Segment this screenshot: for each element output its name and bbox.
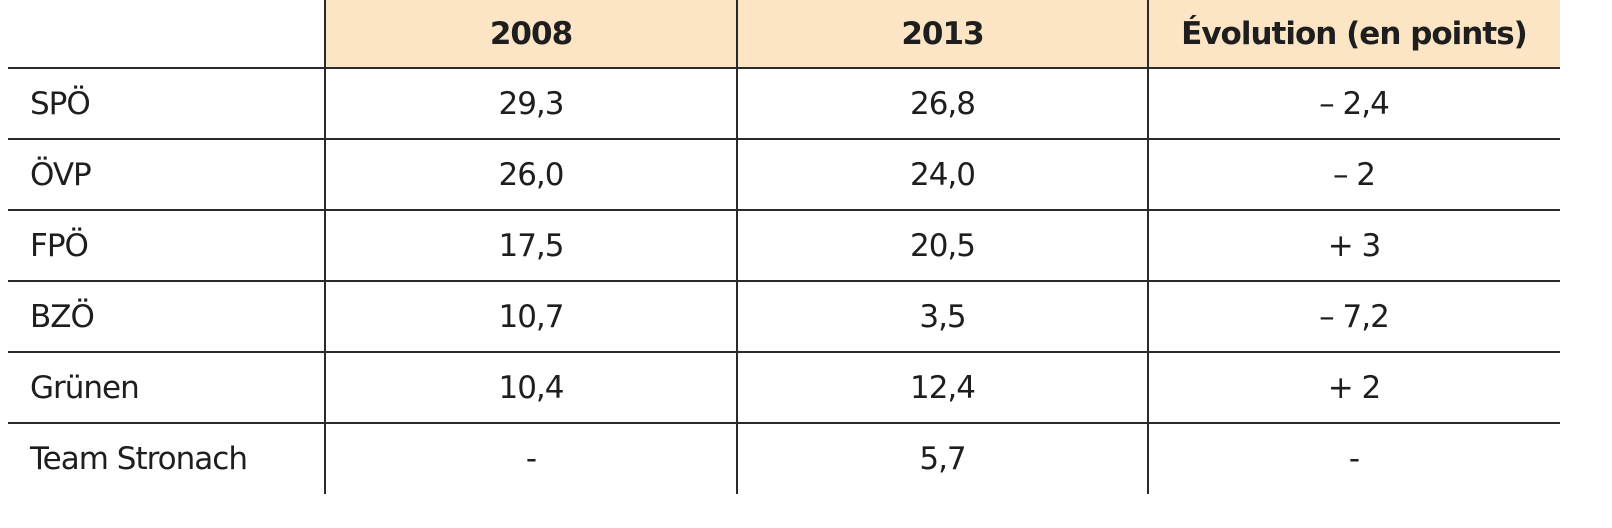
table-cell: – 7,2	[1319, 298, 1390, 335]
row-label: SPÖ	[30, 85, 91, 122]
column-header: 2013	[737, 0, 1148, 68]
row-label: Team Stronach	[30, 440, 248, 477]
table-cell: 20,5	[909, 227, 976, 264]
table-cell: 24,0	[909, 156, 976, 193]
table-cell: 12,4	[909, 369, 976, 406]
table-cell: – 2,4	[1319, 85, 1390, 122]
row-divider	[8, 209, 1560, 211]
table-cell: + 3	[1327, 227, 1382, 264]
column-header: 2008	[325, 0, 737, 68]
row-divider	[8, 351, 1560, 353]
row-label: ÖVP	[30, 156, 92, 193]
row-label: BZÖ	[30, 298, 95, 335]
row-divider	[8, 280, 1560, 282]
table-cell: 29,3	[498, 85, 564, 122]
table-cell: + 2	[1327, 369, 1382, 406]
row-label: FPÖ	[30, 227, 89, 264]
table-cell: -	[1348, 440, 1360, 477]
table-cell: 26,0	[498, 156, 564, 193]
table-cell: 10,4	[498, 369, 564, 406]
column-header: Évolution (en points)	[1148, 0, 1560, 68]
table-cell: – 2	[1332, 156, 1376, 193]
table-cell: 26,8	[909, 85, 976, 122]
column-divider	[324, 0, 326, 494]
row-divider	[8, 138, 1560, 140]
table-cell: 5,7	[919, 440, 966, 477]
column-divider	[1147, 0, 1149, 494]
table-cell: -	[525, 440, 537, 477]
row-label: Grünen	[30, 369, 140, 406]
table-cell: 10,7	[498, 298, 564, 335]
table-cell: 17,5	[498, 227, 564, 264]
row-divider	[8, 422, 1560, 424]
row-divider	[8, 67, 1560, 69]
column-divider	[736, 0, 738, 494]
table-cell: 3,5	[919, 298, 966, 335]
